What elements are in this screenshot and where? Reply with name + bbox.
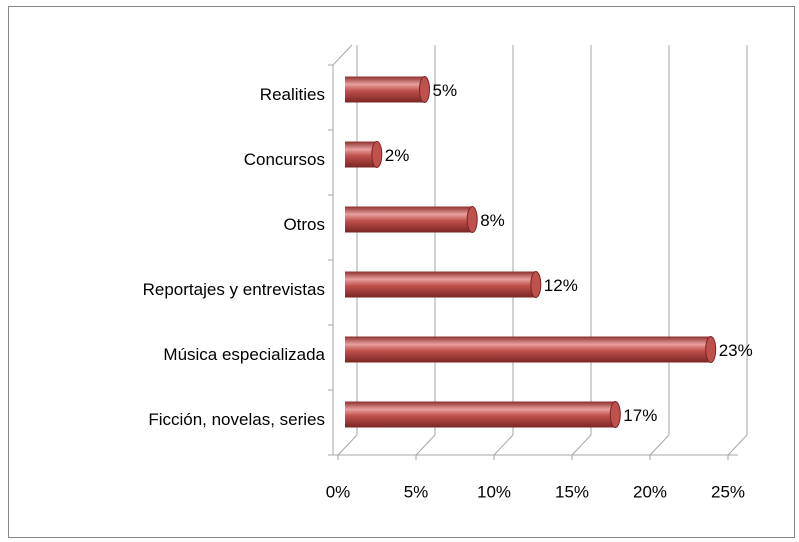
bar-cap [705, 336, 717, 363]
bar [345, 401, 621, 428]
floor-grid-line [727, 434, 748, 456]
bar [345, 336, 717, 363]
y-tick-label: Ficción, novelas, series [148, 410, 325, 429]
left-wall [332, 44, 353, 66]
floor-grid-line [493, 434, 514, 456]
y-tick-label: Concursos [244, 150, 325, 169]
bar [345, 271, 542, 298]
bar-cap [419, 76, 430, 103]
data-label: 23% [719, 341, 753, 360]
y-tick-label: Música especializada [163, 345, 325, 364]
x-tick-label: 20% [633, 482, 667, 501]
y-tick-label: Reportajes y entrevistas [143, 280, 325, 299]
bar-body [345, 401, 616, 428]
bar [345, 76, 430, 103]
data-label: 8% [480, 211, 505, 230]
data-label: 2% [385, 146, 410, 165]
bar-body [345, 76, 425, 103]
bar [345, 206, 478, 233]
bar-cap [466, 206, 478, 233]
x-tick-label: 15% [555, 482, 589, 501]
x-tick-label: 10% [477, 482, 511, 501]
x-tick-label: 0% [326, 482, 351, 501]
floor-grid-line [337, 434, 358, 456]
floor-grid-line [571, 434, 592, 456]
y-tick-label: Otros [283, 215, 325, 234]
bar-body [345, 336, 711, 363]
bar-body [345, 271, 536, 298]
bar-cap [609, 401, 621, 428]
data-label: 17% [623, 406, 657, 425]
x-tick-label: 25% [711, 482, 745, 501]
data-label: 5% [433, 81, 458, 100]
bar-cap [371, 141, 383, 168]
bar [345, 141, 383, 168]
floor-grid-line [415, 434, 436, 456]
data-label: 12% [544, 276, 578, 295]
floor-grid-line [649, 434, 670, 456]
x-tick-label: 5% [404, 482, 429, 501]
bar-body [345, 206, 473, 233]
bar-cap [530, 271, 542, 298]
y-tick-label: Realities [260, 85, 325, 104]
